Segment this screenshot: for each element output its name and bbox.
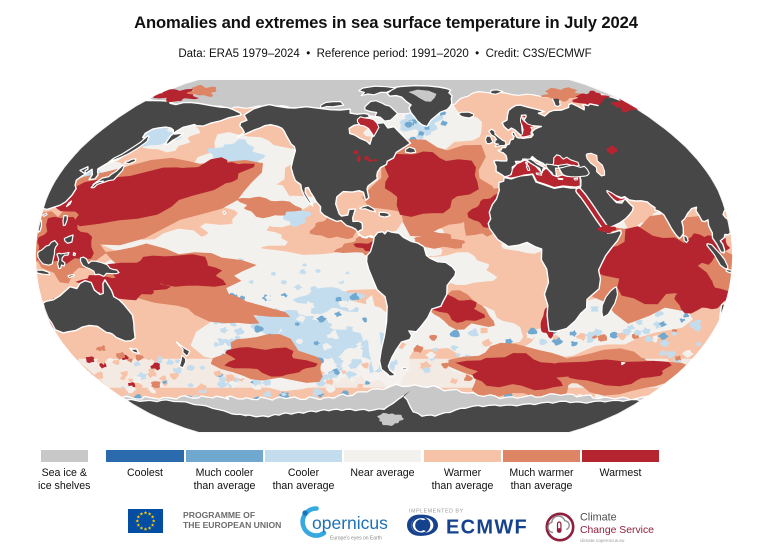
svg-text:Change Service: Change Service (580, 525, 654, 536)
svg-text:opernicus: opernicus (312, 513, 388, 533)
svg-text:THE EUROPEAN UNION: THE EUROPEAN UNION (183, 520, 281, 530)
svg-text:Climate: Climate (580, 512, 617, 524)
svg-text:PROGRAMME OF: PROGRAMME OF (183, 510, 255, 520)
svg-text:ECMWF: ECMWF (446, 517, 528, 539)
svg-text:IMPLEMENTED BY: IMPLEMENTED BY (409, 509, 464, 515)
svg-text:climate.copernicus.eu: climate.copernicus.eu (580, 538, 625, 543)
svg-text:Europe’s eyes on Earth: Europe’s eyes on Earth (330, 536, 382, 542)
